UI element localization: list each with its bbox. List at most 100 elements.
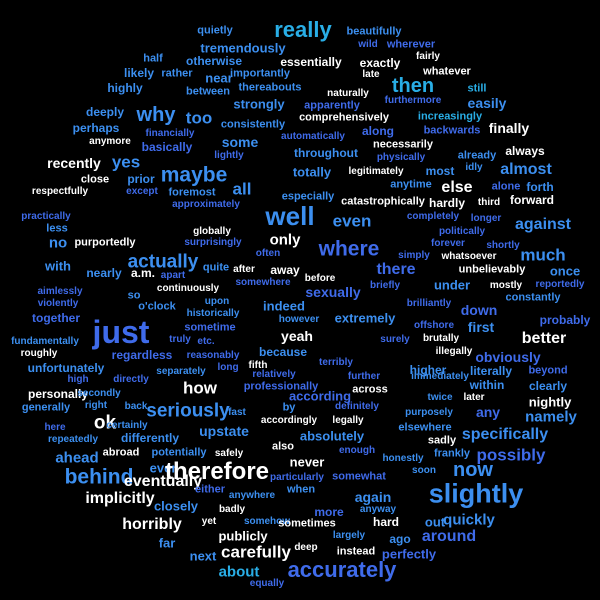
cloud-word: terribly (319, 357, 353, 368)
cloud-word: hardly (428, 196, 466, 210)
cloud-word: under (433, 277, 471, 293)
cloud-word: necessarily (373, 138, 433, 151)
cloud-word: nearly (86, 266, 122, 280)
cloud-word: comprehensively (299, 111, 389, 124)
cloud-word: apart (160, 270, 186, 281)
cloud-word: obviously (475, 349, 541, 365)
cloud-word: idly (465, 162, 483, 173)
cloud-word: ahead (55, 449, 99, 467)
cloud-word: because (258, 345, 308, 359)
cloud-word: relatively (252, 369, 296, 380)
cloud-word: historically (186, 308, 240, 319)
cloud-word: ok (93, 412, 117, 434)
cloud-word: according (288, 388, 352, 404)
cloud-word: roughly (20, 348, 58, 359)
cloud-word: exactly (359, 56, 401, 70)
cloud-word: differently (120, 431, 180, 445)
cloud-word: thereabouts (238, 81, 302, 94)
cloud-word: quite (202, 261, 230, 274)
cloud-word: violently (37, 298, 79, 309)
cloud-word: anyway (359, 504, 397, 515)
cloud-word: against (514, 216, 572, 233)
cloud-word: elsewhere (398, 421, 452, 434)
cloud-word: now (453, 459, 493, 481)
cloud-word: furthermore (384, 95, 442, 106)
cloud-word: legitimately (348, 166, 404, 177)
cloud-word: therefore (164, 458, 270, 485)
cloud-word: constantly (505, 291, 561, 304)
cloud-word: highly (107, 81, 143, 95)
cloud-word: often (255, 248, 281, 259)
cloud-word: with (45, 258, 71, 274)
cloud-word: essentially (280, 55, 342, 69)
cloud-word: prior (127, 172, 155, 186)
cloud-word: literally (469, 364, 513, 378)
cloud-word: horribly (122, 516, 182, 533)
cloud-word: out (424, 514, 446, 530)
cloud-word: high (67, 374, 89, 385)
cloud-word: nightly (528, 394, 572, 410)
cloud-word: more (314, 505, 344, 519)
cloud-word: publicly (218, 528, 268, 544)
cloud-word: where (318, 237, 380, 261)
cloud-word: possibly (476, 445, 546, 465)
cloud-word: any (475, 404, 501, 420)
cloud-word: clearly (528, 379, 568, 393)
cloud-word: eventually (123, 473, 203, 490)
cloud-word: longer (470, 213, 502, 224)
cloud-word: particularly (270, 472, 324, 483)
cloud-word: tremendously (200, 40, 286, 56)
cloud-word: catastrophically (341, 195, 425, 208)
cloud-word: equally (249, 578, 285, 589)
cloud-word: definitely (335, 401, 379, 412)
cloud-word: almost (500, 161, 552, 178)
cloud-word: forever (431, 238, 465, 249)
cloud-word: personally (27, 387, 89, 401)
cloud-word: no (48, 234, 68, 252)
cloud-word: third (477, 197, 501, 208)
cloud-word: continuously (156, 283, 220, 294)
cloud-word: less (46, 222, 68, 235)
cloud-word: mostly (489, 280, 523, 291)
cloud-word: badly (218, 504, 246, 515)
cloud-word: forward (509, 193, 555, 207)
cloud-word: brilliantly (406, 298, 452, 309)
cloud-word: when (286, 483, 316, 496)
cloud-word: globally (193, 226, 231, 237)
cloud-word: secondly (77, 388, 121, 399)
cloud-word: later (463, 392, 485, 403)
cloud-word: backwards (423, 124, 481, 137)
cloud-word: safely (214, 448, 244, 459)
cloud-word: around (421, 528, 477, 545)
cloud-word: briefly (369, 280, 401, 291)
cloud-word: accurately (287, 557, 397, 582)
cloud-word: repeatedly (47, 434, 99, 445)
cloud-word: reasonably (186, 350, 240, 361)
cloud-word: ever (149, 460, 177, 476)
cloud-word: between (185, 85, 231, 98)
cloud-word: offshore (414, 320, 454, 331)
cloud-word: financially (145, 128, 195, 139)
cloud-word: sometime (184, 321, 236, 334)
cloud-word: reportedly (535, 279, 585, 290)
cloud-word: again (354, 489, 392, 505)
cloud-word: approximately (172, 199, 240, 210)
cloud-word: frankly (433, 447, 471, 460)
cloud-word: soon (412, 465, 436, 476)
cloud-word: still (467, 82, 487, 95)
cloud-word: unbelievably (458, 263, 526, 276)
cloud-word: separately (156, 366, 206, 377)
cloud-word: throughout (294, 146, 358, 160)
cloud-word: physically (376, 152, 426, 163)
cloud-word: instead (336, 545, 376, 558)
cloud-word: behind (64, 465, 134, 489)
cloud-word: wherever (386, 38, 436, 51)
cloud-word: practically (21, 211, 71, 222)
cloud-word: how (183, 378, 217, 398)
cloud-word: implicitly (85, 490, 155, 507)
cloud-word: half (143, 52, 163, 65)
cloud-word: easily (467, 95, 507, 111)
cloud-word: perfectly (381, 546, 437, 562)
cloud-word: too (185, 108, 213, 128)
cloud-word: by (282, 401, 296, 414)
